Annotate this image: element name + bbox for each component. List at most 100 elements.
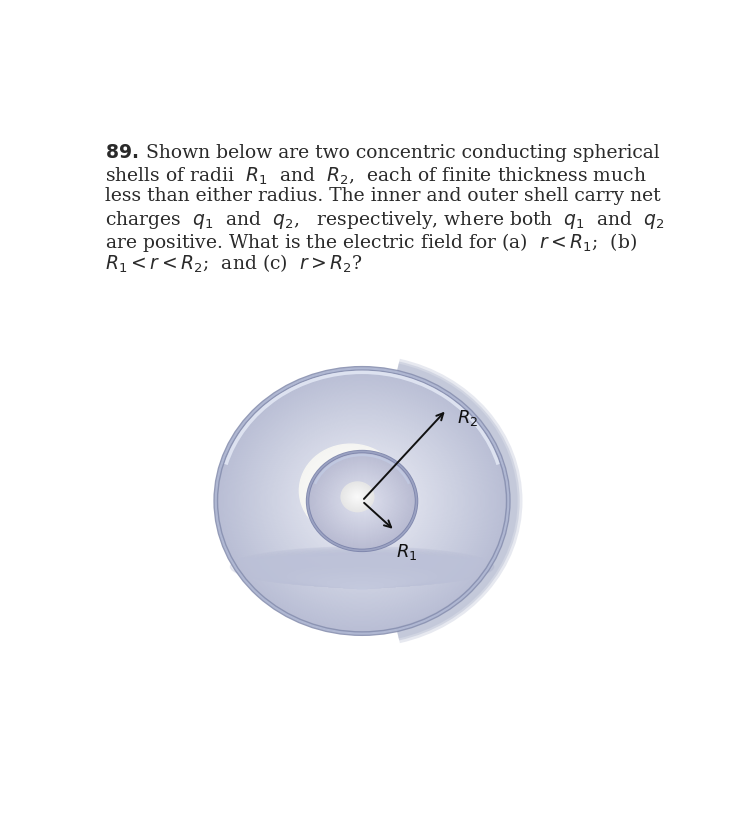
Ellipse shape [236,387,488,615]
Ellipse shape [361,500,363,502]
Ellipse shape [332,579,393,588]
Ellipse shape [300,570,423,588]
Ellipse shape [338,480,386,522]
Ellipse shape [252,401,471,601]
Ellipse shape [220,371,505,630]
Ellipse shape [226,379,497,623]
Ellipse shape [346,486,378,516]
Ellipse shape [355,494,360,499]
Ellipse shape [292,566,432,588]
Text: $R_1 < r < R_2$;  and (c)  $r > R_2$?: $R_1 < r < R_2$; and (c) $r > R_2$? [105,253,363,275]
Ellipse shape [342,483,373,511]
Ellipse shape [353,586,371,588]
Ellipse shape [349,489,366,505]
Ellipse shape [327,469,397,533]
Ellipse shape [321,463,380,517]
Ellipse shape [357,496,368,506]
Ellipse shape [343,484,358,498]
Ellipse shape [360,499,364,503]
Ellipse shape [240,390,485,612]
Ellipse shape [300,446,400,536]
Ellipse shape [269,416,455,586]
Ellipse shape [275,421,450,580]
Ellipse shape [331,472,393,529]
Ellipse shape [332,473,370,508]
Ellipse shape [330,472,371,509]
Ellipse shape [303,448,398,534]
Ellipse shape [320,463,381,518]
Ellipse shape [302,446,423,556]
Ellipse shape [323,576,402,588]
Ellipse shape [352,492,363,501]
Ellipse shape [229,380,496,622]
Ellipse shape [350,490,365,503]
Ellipse shape [349,490,375,512]
Ellipse shape [252,554,471,587]
Ellipse shape [333,474,391,527]
Ellipse shape [230,547,494,587]
Ellipse shape [344,485,380,517]
Ellipse shape [329,471,395,531]
Ellipse shape [354,494,369,508]
Ellipse shape [296,568,428,588]
Ellipse shape [349,490,366,504]
Ellipse shape [282,428,443,574]
Ellipse shape [326,468,375,512]
Ellipse shape [216,368,508,633]
Ellipse shape [314,458,410,544]
Ellipse shape [343,484,380,518]
Ellipse shape [306,450,419,552]
Text: are positive. What is the electric field for (a)  $r < R_1$;  (b): are positive. What is the electric field… [105,231,637,254]
Ellipse shape [336,580,389,588]
Ellipse shape [285,432,439,570]
Ellipse shape [305,570,419,588]
Ellipse shape [343,483,382,519]
Ellipse shape [339,481,385,521]
Ellipse shape [357,496,358,498]
Ellipse shape [261,410,462,592]
Ellipse shape [320,463,403,539]
Ellipse shape [349,490,352,492]
Ellipse shape [325,468,399,534]
Ellipse shape [339,480,362,501]
Ellipse shape [349,584,375,588]
Ellipse shape [357,497,366,505]
Ellipse shape [326,468,399,534]
Ellipse shape [278,424,446,577]
Ellipse shape [275,561,450,588]
Ellipse shape [347,487,354,494]
Ellipse shape [287,565,437,588]
Ellipse shape [265,413,459,589]
Ellipse shape [350,490,374,512]
Ellipse shape [354,494,360,499]
Ellipse shape [323,465,379,516]
Ellipse shape [327,469,397,533]
Ellipse shape [291,437,434,565]
Ellipse shape [352,492,372,510]
Ellipse shape [324,467,400,535]
Ellipse shape [309,452,393,529]
Ellipse shape [331,472,394,530]
Ellipse shape [298,443,426,559]
Ellipse shape [340,481,384,521]
Ellipse shape [306,450,395,531]
Ellipse shape [353,493,371,509]
Ellipse shape [357,496,368,506]
Ellipse shape [243,393,481,609]
Ellipse shape [346,486,369,508]
Ellipse shape [359,498,366,504]
Ellipse shape [347,487,368,507]
Ellipse shape [283,430,440,572]
Ellipse shape [334,477,389,526]
Ellipse shape [348,488,367,506]
Ellipse shape [235,548,489,587]
Ellipse shape [312,455,412,547]
Ellipse shape [349,489,375,512]
Ellipse shape [335,477,366,504]
Ellipse shape [323,466,400,536]
Ellipse shape [329,471,372,510]
Ellipse shape [340,481,361,500]
Text: shells of radii  $R_1$  and  $R_2$,  each of finite thickness much: shells of radii $R_1$ and $R_2$, each of… [105,166,647,187]
Ellipse shape [344,485,371,508]
Ellipse shape [276,423,448,579]
